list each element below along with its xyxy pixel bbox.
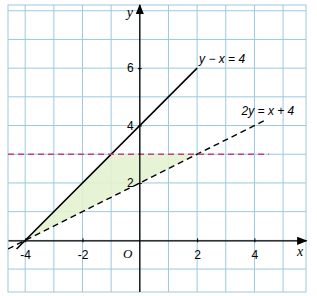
y-tick-label: 6 bbox=[127, 61, 134, 75]
x-tick-mark bbox=[83, 238, 84, 242]
grid-line bbox=[111, 5, 112, 292]
line-label: y − x = 4 bbox=[198, 52, 245, 66]
grid-line bbox=[8, 269, 306, 270]
grid-line bbox=[8, 96, 306, 97]
y-tick: 2 bbox=[127, 176, 142, 190]
grid-line bbox=[8, 182, 306, 183]
y-axis-line bbox=[139, 5, 140, 292]
x-tick: 4 bbox=[252, 238, 259, 262]
labels: x y Oy − x = 4 2y = x + 4 bbox=[123, 5, 304, 261]
x-tick: 2 bbox=[194, 238, 201, 262]
x-tick: -4 bbox=[20, 238, 31, 262]
chart: -4 -2 2 4 2 4 6 x y Oy − x = 4 2y = x + 4 bbox=[0, 0, 317, 296]
y-tick-label: 4 bbox=[127, 119, 134, 133]
grid-line bbox=[8, 125, 306, 126]
plot-frame bbox=[8, 5, 306, 292]
x-tick-label: 4 bbox=[252, 248, 259, 262]
x-axis-line bbox=[9, 240, 307, 241]
grid-line bbox=[8, 10, 306, 11]
y-tick-mark bbox=[138, 68, 142, 69]
x-tick-mark bbox=[197, 238, 198, 242]
line-label: 2y = x + 4 bbox=[241, 104, 295, 118]
x-axis: -4 -2 2 4 bbox=[9, 238, 307, 262]
grid-line bbox=[53, 5, 54, 292]
y-tick: 4 bbox=[127, 119, 142, 133]
grid-line bbox=[8, 39, 306, 40]
y-tick-label: 2 bbox=[127, 176, 134, 190]
y-axis-label: y bbox=[125, 5, 134, 20]
y-tick-mark bbox=[138, 183, 142, 184]
y-tick: 6 bbox=[127, 61, 142, 75]
x-tick-label: 2 bbox=[194, 248, 201, 262]
line bbox=[17, 68, 198, 249]
grid-line bbox=[168, 5, 169, 292]
origin-label: O bbox=[123, 246, 133, 261]
x-tick-mark bbox=[25, 238, 26, 242]
plot-marks bbox=[8, 68, 269, 249]
grid-line bbox=[283, 5, 284, 292]
line bbox=[8, 120, 266, 249]
grid bbox=[8, 5, 306, 292]
grid-line bbox=[139, 5, 140, 292]
grid-line bbox=[8, 240, 306, 241]
grid-line bbox=[8, 68, 306, 69]
y-tick-mark bbox=[138, 126, 142, 127]
x-axis-label: x bbox=[296, 244, 304, 259]
x-tick: -2 bbox=[78, 238, 89, 262]
x-tick-label: -4 bbox=[20, 248, 31, 262]
grid-line bbox=[225, 5, 226, 292]
x-tick-mark bbox=[254, 238, 255, 242]
x-tick-label: -2 bbox=[78, 248, 89, 262]
line bbox=[8, 154, 269, 155]
